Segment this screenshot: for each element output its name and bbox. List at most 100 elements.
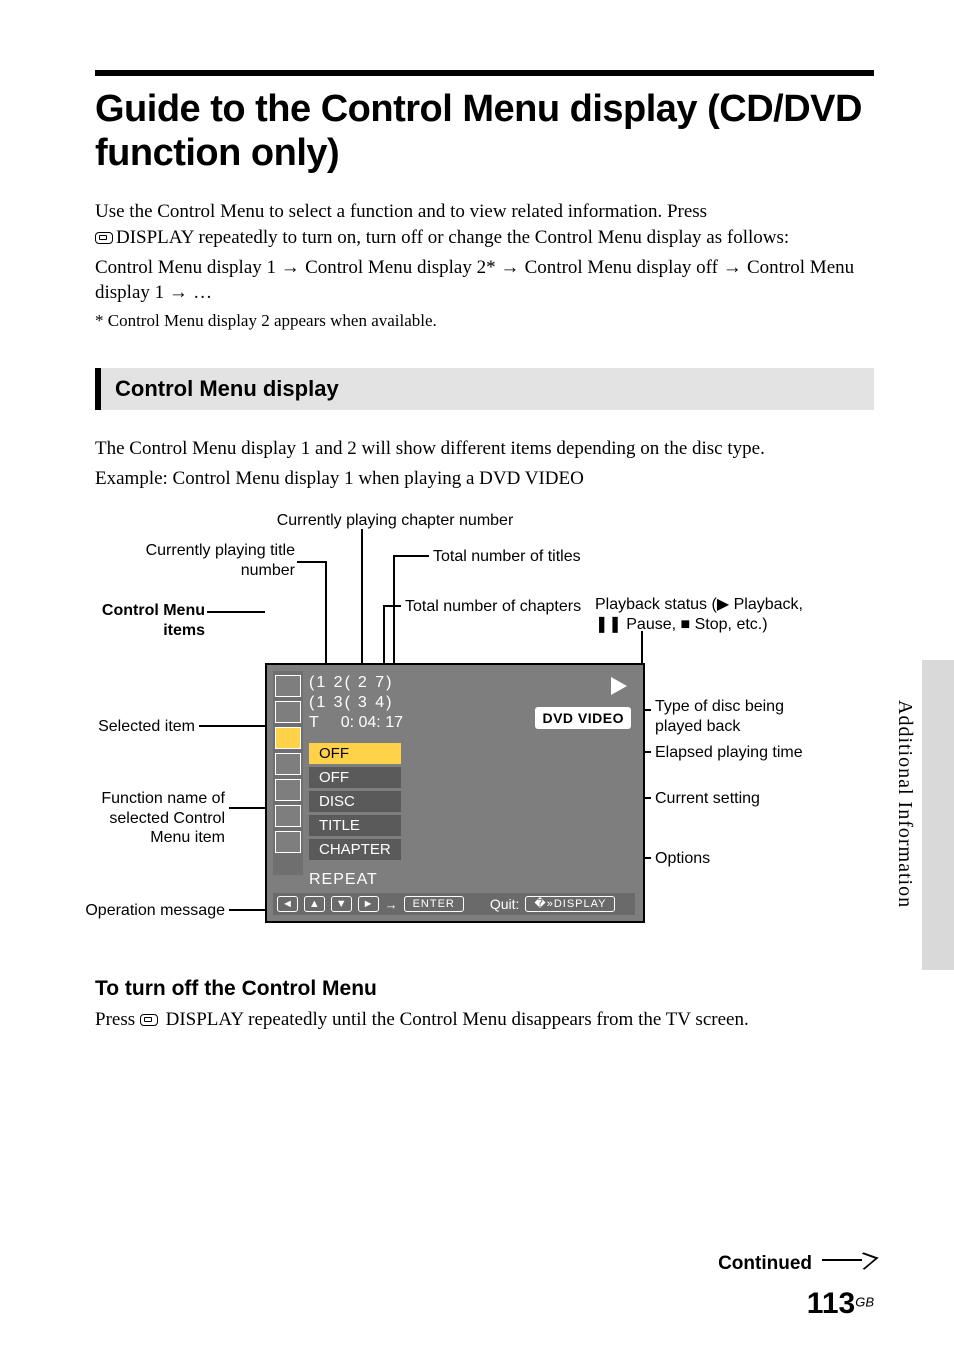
chapter-current-val: 1 3 [316,694,344,711]
title-total: 2 7) [358,673,394,693]
menu-icon [275,805,301,827]
continued-label: Continued [718,1253,812,1275]
callout-title-number: Currently playing title number [95,541,295,579]
title-total-val: 2 7 [358,674,386,691]
quit-label: Quit: [490,896,520,912]
playback-status-pre: Playback status ( [595,596,717,613]
leader-line [229,909,269,911]
chapter-total: 3 4) [358,693,394,713]
side-section-label: Additional Information [893,700,916,908]
intro-paragraph: Use the Control Menu to select a functio… [95,199,874,250]
menu-icon [275,779,301,801]
leader-line [393,555,395,675]
playback-status-c: Pause, [622,616,681,633]
callout-total-chapters: Total number of chapters [405,597,581,616]
option-item: OFF [309,767,401,788]
flow-3: Control Menu display off [525,257,718,278]
footnote: * Control Menu display 2 appears when av… [95,310,874,332]
menu-icon [275,701,301,723]
section-body-2: Example: Control Menu display 1 when pla… [95,466,874,492]
callout-playback-status: Playback status (▶ Playback, ❚❚ Pause, ■… [595,595,835,633]
time-prefix: T [309,714,318,731]
option-item: DISC [309,791,401,812]
callout-elapsed-time: Elapsed playing time [655,743,803,762]
menu-icon [275,675,301,697]
flow-1: Control Menu display 1 [95,257,276,278]
arrow-icon: → [500,257,524,278]
arrow-icon: → [723,257,747,278]
leader-line [383,605,401,607]
page-number-value: 113 [807,1287,855,1320]
callout-chapter-number: Currently playing chapter number [245,511,545,530]
section-body-1: The Control Menu display 1 and 2 will sh… [95,436,874,462]
control-menu-screen: (1 2( 2 7) (1 3( 3 4) T 0: 04: 17 DVD VI… [265,663,645,923]
arrow-icon: → [169,282,193,303]
stop-icon: ■ [681,616,691,633]
leader-line [393,555,429,557]
play-icon: ▶ [717,596,729,613]
intro-text-2: DISPLAY repeatedly to turn on, turn off … [116,227,789,248]
display-key: �» DISPLAY [525,896,615,912]
title-current: (1 2( [309,673,352,693]
menu-icon [275,753,301,775]
operation-message-bar: ◄ ▲ ▼ ► → ENTER Quit: �» DISPLAY [273,893,635,915]
arrow-icon: → [385,897,398,912]
control-menu-icon-column [273,671,303,875]
enter-key: ENTER [404,896,464,912]
display-key-label: DISPLAY [554,899,607,910]
callout-control-menu-items: Control Menu items [75,601,205,639]
menu-icon [275,831,301,853]
turn-off-post: DISPLAY repeatedly until the Control Men… [161,1009,749,1030]
pause-icon: ❚❚ [595,616,622,633]
page-number: 113GB [807,1287,874,1321]
menu-icon-selected [275,727,301,749]
chapter-current: (1 3( [309,693,352,713]
leader-line [361,529,363,673]
turn-off-pre: Press [95,1009,140,1030]
arrow-icon: → [281,257,305,278]
disc-type-badge: DVD VIDEO [535,707,631,729]
callout-operation-message: Operation message [75,901,225,920]
top-rule [95,70,874,76]
option-selected: OFF [309,743,401,764]
leader-line [199,725,273,727]
right-key-icon: ► [358,896,379,912]
continued-arrow-icon [822,1251,874,1269]
section-heading-bar: Control Menu display [95,368,874,410]
leader-line [325,561,327,673]
option-item: TITLE [309,815,401,836]
flow-2: Control Menu display 2* [305,257,496,278]
down-key-icon: ▼ [331,896,352,912]
function-name: REPEAT [309,871,378,889]
turn-off-heading: To turn off the Control Menu [95,977,874,1001]
callout-selected-item: Selected item [95,717,195,736]
display-icon [140,1014,158,1026]
callout-current-setting: Current setting [655,789,760,808]
playback-status-b: Playback, [729,596,803,613]
option-item: CHAPTER [309,839,401,860]
side-tab [922,660,954,970]
leader-line [207,611,265,613]
flow-5: … [193,282,212,303]
callout-options: Options [655,849,710,868]
control-menu-diagram: Currently playing chapter number Current… [95,511,875,941]
page-number-suffix: GB [855,1295,874,1310]
footer-continued: Continued [95,1251,874,1275]
page-title: Guide to the Control Menu display (CD/DV… [95,88,874,175]
elapsed-time: 0: 04: 17 [341,714,403,731]
turn-off-body: Press DISPLAY repeatedly until the Contr… [95,1007,874,1033]
section-heading-text: Control Menu display [115,376,339,401]
up-key-icon: ▲ [304,896,325,912]
callout-function-name: Function name of selected Control Menu i… [85,789,225,847]
title-current-val: 1 2 [316,674,344,691]
callout-total-titles: Total number of titles [433,547,581,566]
flow-sequence: Control Menu display 1 → Control Menu di… [95,255,874,306]
chapter-total-val: 3 4 [358,694,386,711]
intro-text-1: Use the Control Menu to select a functio… [95,201,707,222]
left-key-icon: ◄ [277,896,298,912]
control-menu-options: OFF OFF DISC TITLE CHAPTER [309,743,401,860]
leader-line [297,561,325,563]
callout-disc-type: Type of disc being played back [655,697,825,735]
display-icon [95,232,113,244]
playback-status-d: Stop, etc.) [690,616,767,633]
